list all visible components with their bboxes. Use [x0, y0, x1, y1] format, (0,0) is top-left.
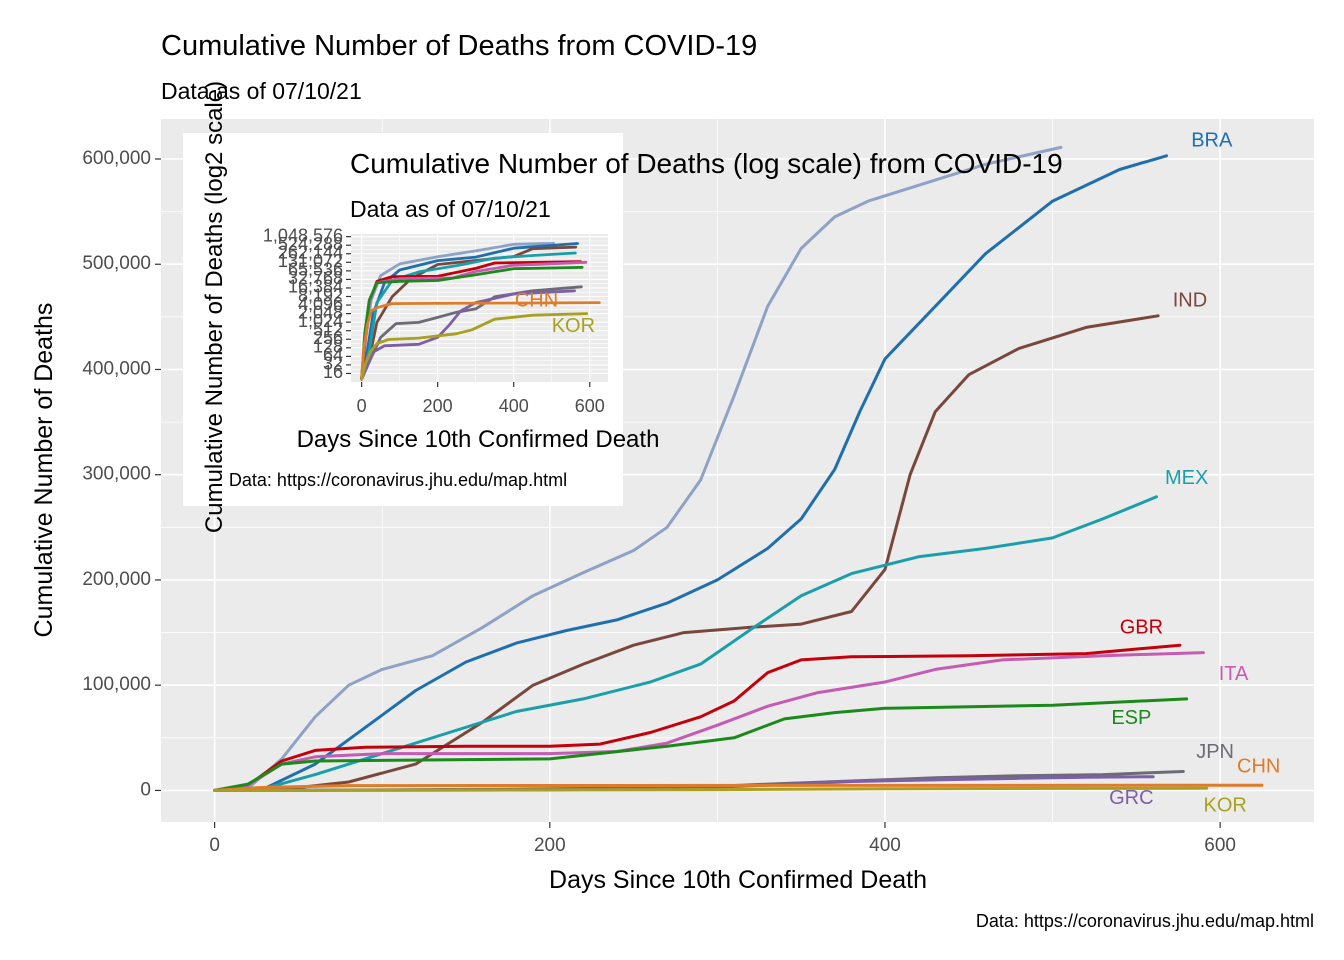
y-tick-label: 1,024	[298, 311, 343, 331]
x-tick-label: 600	[575, 396, 605, 416]
y-tick-label: 64	[323, 345, 343, 365]
series-line-chn	[360, 301, 601, 381]
series-label-jpn: JPN	[1196, 741, 1234, 763]
x-tick-label: 400	[499, 396, 529, 416]
y-tick-label: 16	[323, 362, 343, 382]
y-tick-label: 500,000	[82, 253, 151, 274]
y-tick-label: 65,536	[288, 260, 343, 280]
series-label-ita: ITA	[1219, 663, 1249, 685]
series-label-gbr: GBR	[1120, 617, 1163, 639]
series-line-mex	[360, 251, 577, 381]
series-label-ind: IND	[1173, 289, 1207, 311]
series-line-ind	[213, 314, 1160, 792]
series-label-mex: MEX	[1165, 467, 1208, 489]
y-tick-label: 0	[140, 779, 151, 800]
y-tick-label: 128	[313, 337, 343, 357]
series-label-kor: KOR	[552, 315, 595, 337]
x-tick-label: 0	[357, 396, 367, 416]
series-line-gbr	[213, 643, 1182, 792]
y-tick-label: 524,288	[278, 234, 343, 254]
x-tick-label: 200	[534, 835, 566, 856]
series-line-chn	[213, 783, 1264, 792]
y-tick-label: 32,768	[288, 268, 343, 288]
y-tick-label: 200,000	[82, 569, 151, 590]
series-label-chn: CHN	[515, 289, 558, 311]
inset-caption: Data: https://coronavirus.jhu.edu/map.ht…	[229, 470, 567, 490]
main-caption: Data: https://coronavirus.jhu.edu/map.ht…	[976, 911, 1314, 931]
y-tick-label: 32	[323, 354, 343, 374]
y-tick-label: 4,096	[298, 294, 343, 314]
y-tick-label: 1,048,576	[263, 225, 343, 245]
x-tick-label: 400	[869, 835, 901, 856]
y-tick-label: 2,048	[298, 302, 343, 322]
main-series-lines	[213, 145, 1264, 792]
series-line-esp	[213, 697, 1189, 792]
y-tick-label: 512	[313, 319, 343, 339]
inset-axis-ticks: 0 200 400 600 1632641282565121,0242,0484,096…	[263, 225, 605, 416]
y-tick-label: 600,000	[82, 148, 151, 169]
x-tick-label: 200	[423, 396, 453, 416]
main-chart-title: Cumulative Number of Deaths from COVID-1…	[161, 30, 757, 62]
inset-series-lines	[360, 241, 601, 381]
series-label-esp: ESP	[1111, 707, 1151, 729]
series-line-esp	[360, 266, 584, 381]
series-line-0	[213, 145, 1063, 792]
main-x-axis-title: Days Since 10th Confirmed Death	[549, 866, 927, 894]
series-label-chn: CHN	[1237, 756, 1280, 778]
y-tick-label: 256	[313, 328, 343, 348]
inset-y-axis-title: Cumulative Number of Deaths (log2 scale)	[201, 81, 228, 533]
main-chart-subtitle: Data as of 07/10/21	[161, 78, 362, 104]
series-line-bra	[213, 154, 1168, 792]
x-tick-label: 0	[209, 835, 220, 856]
series-label-bra: BRA	[1191, 129, 1233, 151]
y-tick-label: 300,000	[82, 464, 151, 485]
series-line-kor	[213, 786, 1209, 792]
y-tick-label: 262,144	[278, 243, 343, 263]
y-tick-label: 16,384	[288, 277, 343, 297]
y-tick-label: 131,072	[278, 251, 343, 271]
series-line-ita	[213, 651, 1205, 792]
x-tick-label: 600	[1204, 835, 1236, 856]
series-label-kor: KOR	[1204, 794, 1247, 816]
main-axis-ticks: 0 200 400 600 0 100,000 200,000 300,000 400,000 5…	[82, 148, 1236, 856]
inset-subtitle: Data as of 07/10/21	[350, 196, 551, 222]
inset-title: Cumulative Number of Deaths (log scale) …	[350, 148, 1063, 179]
inset-series-labels: CHN KOR	[515, 289, 595, 337]
y-tick-label: 8,192	[298, 285, 343, 305]
y-tick-label: 400,000	[82, 358, 151, 379]
y-tick-label: 100,000	[82, 674, 151, 695]
series-line-kor	[360, 312, 589, 381]
series-line-bra	[360, 242, 579, 381]
series-line-grc	[360, 289, 576, 381]
main-y-axis-title: Cumulative Number of Deaths	[30, 303, 58, 638]
series-label-grc: GRC	[1109, 787, 1153, 809]
inset-x-axis-title: Days Since 10th Confirmed Death	[297, 426, 660, 453]
